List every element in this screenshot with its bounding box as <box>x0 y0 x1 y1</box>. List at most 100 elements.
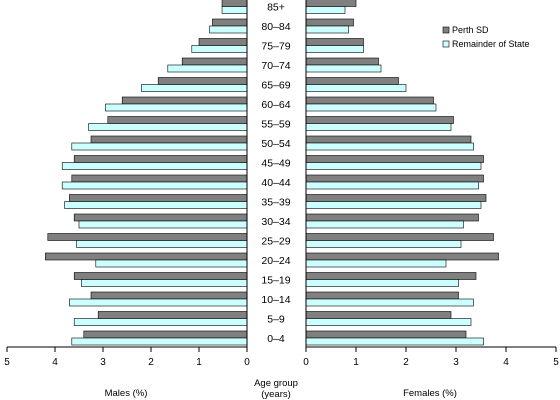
females-tick-label-1: 1 <box>353 357 359 368</box>
bar-male-remainder-12 <box>105 103 248 112</box>
males-tick-label-2: 2 <box>148 357 154 368</box>
males-tick-label-5: 5 <box>4 357 10 368</box>
bar-male-remainder-13 <box>141 84 248 92</box>
bar-male-remainder-17 <box>221 6 248 14</box>
bar-female-perth-6 <box>305 213 479 222</box>
bar-female-remainder-8 <box>305 181 479 190</box>
bar-male-perth-11 <box>107 116 248 124</box>
bar-male-perth-5 <box>47 233 248 241</box>
bar-female-perth-5 <box>305 233 494 241</box>
bar-male-remainder-11 <box>88 123 248 131</box>
males-axis-title: Males (%) <box>105 388 148 399</box>
bar-female-remainder-14 <box>305 64 382 73</box>
bar-male-perth-12 <box>121 96 248 105</box>
age-group-label-6: 30–34 <box>261 216 290 228</box>
bar-female-perth-8 <box>305 174 484 183</box>
age-group-label-4: 20–24 <box>261 255 290 267</box>
bar-female-remainder-3 <box>305 279 459 287</box>
bar-male-perth-10 <box>90 135 248 144</box>
age-group-label-13: 65–69 <box>261 80 290 92</box>
bar-male-perth-17 <box>221 0 248 7</box>
bar-female-remainder-11 <box>305 123 452 131</box>
bar-female-remainder-17 <box>305 6 346 14</box>
bar-female-remainder-15 <box>305 45 364 53</box>
bar-male-perth-0 <box>83 330 248 339</box>
bar-female-perth-15 <box>305 38 364 46</box>
age-group-label-5: 25–29 <box>261 236 290 248</box>
bar-male-remainder-6 <box>78 220 248 229</box>
bar-male-perth-3 <box>73 272 248 280</box>
bar-female-perth-2 <box>305 291 459 300</box>
bar-female-perth-14 <box>305 57 379 66</box>
age-group-label-7: 35–39 <box>261 197 290 209</box>
legend-swatch-perth <box>442 26 450 34</box>
bar-female-perth-13 <box>305 77 399 85</box>
females-tick-label-4: 4 <box>503 357 509 368</box>
females-tick-label-2: 2 <box>403 357 409 368</box>
age-group-label-9: 45–49 <box>261 158 290 170</box>
bar-male-perth-15 <box>198 38 248 46</box>
legend-label-remainder: Remainder of State <box>452 39 530 49</box>
bar-female-perth-1 <box>305 311 452 319</box>
bar-male-perth-6 <box>73 213 248 222</box>
bar-male-remainder-15 <box>191 45 248 53</box>
age-group-label-2: 10–14 <box>261 294 290 306</box>
bar-male-perth-13 <box>157 77 248 85</box>
axes-group <box>6 0 557 352</box>
bar-female-remainder-9 <box>305 162 482 170</box>
bar-female-perth-11 <box>305 116 454 124</box>
age-group-label-17: 85+ <box>267 2 285 14</box>
bar-female-remainder-1 <box>305 318 472 326</box>
legend: Perth SD Remainder of State <box>442 25 530 49</box>
age-group-label-15: 75–79 <box>261 41 290 53</box>
bar-male-perth-2 <box>90 291 248 300</box>
bar-male-remainder-5 <box>76 240 248 248</box>
bar-female-perth-9 <box>305 155 484 163</box>
bar-female-remainder-10 <box>305 142 474 151</box>
bar-female-remainder-6 <box>305 220 464 229</box>
bar-female-remainder-7 <box>305 201 482 209</box>
age-group-label-16: 80–84 <box>261 21 290 33</box>
age-group-label-0: 0–4 <box>267 333 285 345</box>
bar-female-remainder-12 <box>305 103 437 112</box>
bar-male-remainder-7 <box>64 201 248 209</box>
bar-male-remainder-0 <box>71 337 248 346</box>
age-group-label-14: 70–74 <box>261 60 290 72</box>
bar-female-perth-4 <box>305 252 499 261</box>
bar-male-remainder-2 <box>69 298 248 307</box>
bar-female-remainder-0 <box>305 337 484 346</box>
bar-female-perth-16 <box>305 18 354 27</box>
bar-male-remainder-10 <box>71 142 248 151</box>
bar-male-perth-1 <box>97 311 248 319</box>
bar-female-remainder-2 <box>305 298 474 307</box>
males-tick-label-0: 0 <box>244 357 250 368</box>
legend-label-perth: Perth SD <box>452 25 489 35</box>
females-axis-title: Females (%) <box>403 388 457 399</box>
bar-female-remainder-13 <box>305 84 407 92</box>
females-tick-label-0: 0 <box>303 357 309 368</box>
legend-swatch-remainder <box>442 40 450 48</box>
bar-female-remainder-5 <box>305 240 462 248</box>
bar-female-perth-17 <box>305 0 357 7</box>
age-group-label-11: 55–59 <box>261 119 290 131</box>
bar-male-remainder-8 <box>61 181 248 190</box>
females-tick-label-5: 5 <box>553 357 559 368</box>
age-group-label-8: 40–44 <box>261 177 290 189</box>
age-group-label-1: 5–9 <box>267 314 285 326</box>
bar-male-remainder-9 <box>61 162 248 170</box>
bar-male-remainder-3 <box>81 279 248 287</box>
bar-male-remainder-16 <box>209 25 248 34</box>
bar-male-perth-7 <box>69 194 248 202</box>
age-group-label-3: 15–19 <box>261 275 290 287</box>
bar-female-perth-10 <box>305 135 472 144</box>
bar-male-perth-14 <box>181 57 248 66</box>
bar-male-remainder-4 <box>95 259 248 268</box>
bar-male-perth-4 <box>45 252 248 261</box>
males-tick-label-1: 1 <box>196 357 202 368</box>
age-group-label-12: 60–64 <box>261 99 290 111</box>
bar-male-perth-9 <box>73 155 248 163</box>
center-axis-title: Age group <box>254 378 298 389</box>
bar-female-perth-7 <box>305 194 487 202</box>
bar-male-remainder-1 <box>73 318 248 326</box>
